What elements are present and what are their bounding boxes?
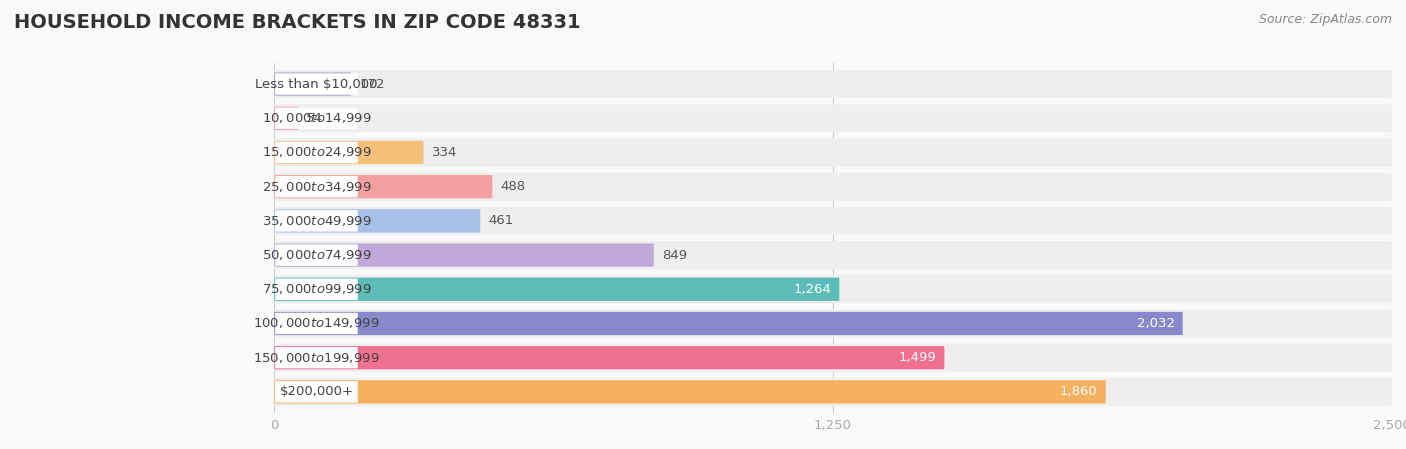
FancyBboxPatch shape [274,138,1392,167]
FancyBboxPatch shape [276,244,357,266]
Text: $50,000 to $74,999: $50,000 to $74,999 [262,248,371,262]
FancyBboxPatch shape [274,378,1392,406]
Text: 1,264: 1,264 [793,283,831,296]
FancyBboxPatch shape [274,207,1392,235]
FancyBboxPatch shape [274,72,352,96]
FancyBboxPatch shape [276,142,357,163]
Text: $150,000 to $199,999: $150,000 to $199,999 [253,351,380,365]
FancyBboxPatch shape [274,343,1392,372]
Text: $100,000 to $149,999: $100,000 to $149,999 [253,317,380,330]
FancyBboxPatch shape [276,313,357,334]
FancyBboxPatch shape [276,73,357,95]
FancyBboxPatch shape [274,346,945,369]
Text: 488: 488 [501,180,526,193]
Text: 172: 172 [359,78,385,91]
Text: Less than $10,000: Less than $10,000 [254,78,378,91]
FancyBboxPatch shape [276,210,357,232]
FancyBboxPatch shape [274,173,1392,201]
FancyBboxPatch shape [274,175,492,198]
FancyBboxPatch shape [276,381,357,403]
Text: 1,860: 1,860 [1060,385,1098,398]
FancyBboxPatch shape [274,312,1182,335]
Text: 54: 54 [307,112,323,125]
FancyBboxPatch shape [274,243,654,267]
FancyBboxPatch shape [274,209,481,233]
Text: $35,000 to $49,999: $35,000 to $49,999 [262,214,371,228]
Text: 334: 334 [432,146,457,159]
Text: 849: 849 [662,249,688,262]
FancyBboxPatch shape [276,108,357,129]
FancyBboxPatch shape [274,107,298,130]
FancyBboxPatch shape [276,278,357,300]
FancyBboxPatch shape [276,176,357,198]
Text: $25,000 to $34,999: $25,000 to $34,999 [262,180,371,194]
FancyBboxPatch shape [274,380,1105,404]
FancyBboxPatch shape [276,347,357,368]
Text: 461: 461 [488,214,513,227]
FancyBboxPatch shape [274,275,1392,303]
Text: $15,000 to $24,999: $15,000 to $24,999 [262,145,371,159]
Text: 1,499: 1,499 [898,351,936,364]
Text: HOUSEHOLD INCOME BRACKETS IN ZIP CODE 48331: HOUSEHOLD INCOME BRACKETS IN ZIP CODE 48… [14,13,581,32]
Text: Source: ZipAtlas.com: Source: ZipAtlas.com [1258,13,1392,26]
FancyBboxPatch shape [274,70,1392,98]
Text: $10,000 to $14,999: $10,000 to $14,999 [262,111,371,125]
FancyBboxPatch shape [274,277,839,301]
Text: 2,032: 2,032 [1136,317,1174,330]
FancyBboxPatch shape [274,241,1392,269]
FancyBboxPatch shape [274,309,1392,338]
Text: $75,000 to $99,999: $75,000 to $99,999 [262,282,371,296]
FancyBboxPatch shape [274,104,1392,132]
Text: $200,000+: $200,000+ [280,385,353,398]
FancyBboxPatch shape [274,141,423,164]
